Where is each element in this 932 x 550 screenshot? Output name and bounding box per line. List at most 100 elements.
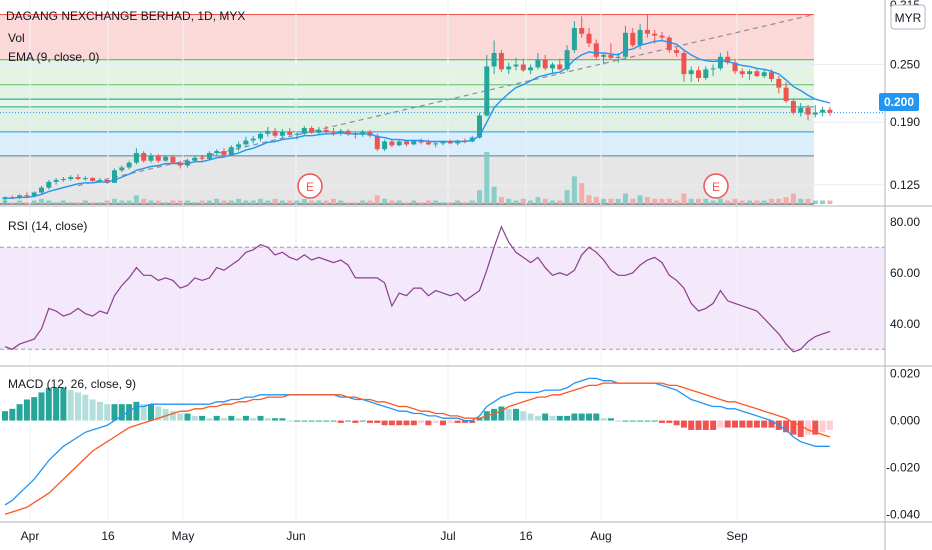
candle-body[interactable] — [258, 133, 263, 139]
candle-body[interactable] — [703, 69, 709, 78]
candle-body[interactable] — [484, 66, 490, 116]
candle-body[interactable] — [119, 167, 125, 171]
candle-body[interactable] — [513, 64, 519, 67]
currency-badge[interactable] — [890, 4, 926, 30]
candle-body[interactable] — [214, 151, 220, 154]
candle-body[interactable] — [601, 54, 607, 57]
candle-body[interactable] — [287, 131, 293, 135]
candle-body[interactable] — [674, 50, 680, 53]
candle-body[interactable] — [316, 129, 322, 133]
vol-legend[interactable]: Vol — [8, 31, 25, 45]
candle-body[interactable] — [608, 54, 614, 58]
candle-body[interactable] — [623, 32, 628, 57]
candle-body[interactable] — [535, 59, 541, 68]
candle-body[interactable] — [75, 177, 81, 179]
candle-body[interactable] — [279, 131, 285, 136]
candle-body[interactable] — [24, 195, 30, 197]
candle-body[interactable] — [382, 141, 388, 150]
candle-body[interactable] — [250, 138, 256, 141]
candle-body[interactable] — [710, 68, 716, 70]
candle-body[interactable] — [440, 141, 446, 144]
candle-body[interactable] — [790, 101, 796, 113]
candle-body[interactable] — [425, 142, 431, 145]
candle-body[interactable] — [564, 50, 570, 70]
candle-body[interactable] — [615, 56, 621, 58]
candle-body[interactable] — [433, 143, 439, 145]
ema-legend[interactable]: EMA (9, close, 0) — [8, 50, 99, 64]
candle-body[interactable] — [783, 87, 789, 102]
candle-body[interactable] — [199, 157, 205, 159]
candle-body[interactable] — [571, 27, 577, 51]
candle-body[interactable] — [46, 181, 52, 188]
candle-body[interactable] — [126, 162, 132, 168]
candle-body[interactable] — [221, 151, 227, 155]
candle-body[interactable] — [39, 187, 44, 193]
candle-body[interactable] — [170, 156, 176, 163]
candle-body[interactable] — [717, 56, 723, 69]
candle-body[interactable] — [630, 32, 636, 46]
candle-body[interactable] — [637, 29, 643, 46]
rsi-legend[interactable]: RSI (14, close) — [8, 219, 87, 233]
candle-body[interactable] — [491, 52, 497, 67]
candle-body[interactable] — [498, 52, 504, 70]
candle-body[interactable] — [411, 140, 417, 145]
candle-body[interactable] — [112, 170, 117, 183]
fibonacci-retracement[interactable] — [0, 14, 814, 205]
candle-body[interactable] — [418, 140, 424, 143]
candle-body[interactable] — [820, 109, 826, 113]
candle-body[interactable] — [550, 64, 555, 69]
candle-body[interactable] — [652, 33, 658, 36]
candle-body[interactable] — [404, 141, 409, 145]
candle-body[interactable] — [148, 155, 154, 161]
candle-body[interactable] — [798, 107, 804, 113]
candle-body[interactable] — [579, 27, 585, 34]
candle-body[interactable] — [739, 71, 745, 75]
candle-body[interactable] — [586, 33, 592, 44]
candle-body[interactable] — [542, 59, 548, 69]
candle-body[interactable] — [31, 192, 37, 197]
candle-body[interactable] — [243, 140, 249, 145]
candle-body[interactable] — [805, 107, 811, 115]
candle-body[interactable] — [776, 78, 782, 88]
candle-body[interactable] — [301, 128, 307, 134]
candle-body[interactable] — [236, 144, 242, 148]
candle-body[interactable] — [374, 135, 380, 150]
candle-body[interactable] — [528, 67, 534, 71]
candle-body[interactable] — [309, 128, 315, 133]
candle-body[interactable] — [68, 177, 74, 179]
candle-body[interactable] — [206, 153, 212, 159]
candle-body[interactable] — [732, 62, 738, 72]
candle-body[interactable] — [60, 178, 66, 180]
candle-body[interactable] — [82, 178, 88, 180]
candle-body[interactable] — [520, 64, 526, 71]
candle-body[interactable] — [163, 156, 169, 161]
candle-body[interactable] — [557, 64, 563, 70]
candle-body[interactable] — [338, 130, 344, 133]
candle-body[interactable] — [666, 37, 672, 51]
candle-body[interactable] — [133, 153, 139, 163]
candle-body[interactable] — [192, 157, 198, 161]
candle-body[interactable] — [681, 52, 687, 75]
earnings-marker[interactable]: E — [297, 173, 323, 199]
candle-body[interactable] — [506, 66, 512, 70]
candle-body[interactable] — [141, 153, 147, 161]
candle-body[interactable] — [323, 129, 329, 132]
candle-body[interactable] — [812, 112, 818, 115]
candle-body[interactable] — [725, 56, 731, 63]
candle-body[interactable] — [644, 29, 650, 34]
candle-body[interactable] — [769, 72, 774, 79]
candle-body[interactable] — [747, 71, 753, 75]
candle-body[interactable] — [754, 71, 760, 77]
earnings-marker[interactable]: E — [703, 173, 729, 199]
candle-body[interactable] — [294, 133, 300, 135]
candle-body[interactable] — [97, 179, 103, 181]
candle-body[interactable] — [396, 141, 402, 146]
candle-body[interactable] — [272, 130, 278, 136]
candle-body[interactable] — [265, 130, 271, 134]
candle-body[interactable] — [593, 43, 599, 57]
candle-body[interactable] — [827, 109, 833, 113]
candle-body[interactable] — [447, 141, 453, 144]
candle-body[interactable] — [688, 70, 694, 75]
candle-body[interactable] — [469, 137, 475, 142]
